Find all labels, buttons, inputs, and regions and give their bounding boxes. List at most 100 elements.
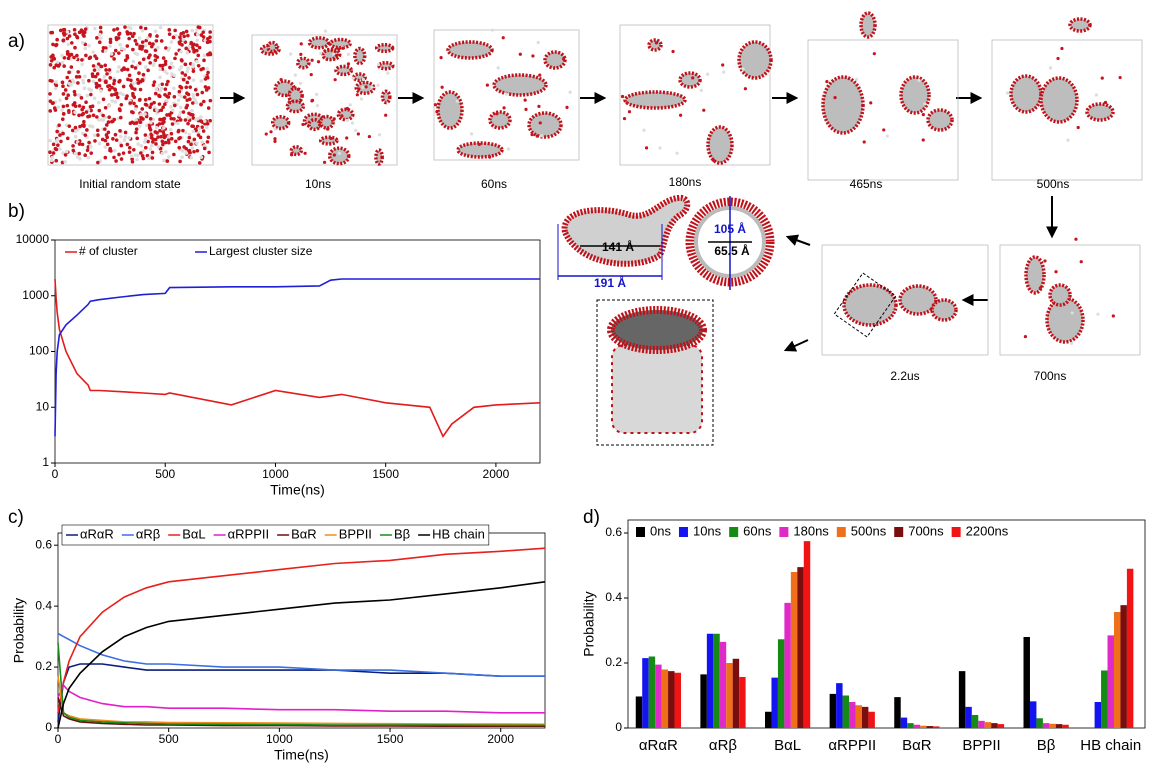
molecule bbox=[139, 25, 143, 30]
molecule bbox=[135, 63, 140, 68]
molecule bbox=[110, 99, 114, 103]
molecule bbox=[186, 33, 190, 38]
legend-label: αRPPII bbox=[228, 526, 269, 541]
legend-label: HB chain bbox=[432, 526, 485, 541]
molecule bbox=[376, 63, 381, 67]
molecule bbox=[167, 155, 171, 159]
molecule bbox=[345, 106, 349, 111]
legend-label: 700ns bbox=[908, 523, 944, 538]
molecule bbox=[67, 109, 71, 113]
molecule bbox=[322, 160, 327, 164]
molecule bbox=[186, 116, 190, 120]
x-tick-label: BPPII bbox=[962, 737, 1000, 754]
molecule bbox=[199, 115, 203, 119]
molecule bbox=[148, 147, 153, 151]
molecule bbox=[150, 156, 155, 160]
molecule bbox=[73, 32, 77, 37]
molecule bbox=[118, 115, 123, 120]
series-line bbox=[57, 547, 546, 713]
molecule bbox=[89, 151, 94, 155]
molecule bbox=[133, 38, 138, 43]
dimensions bbox=[557, 196, 752, 290]
molecule bbox=[169, 136, 174, 141]
molecule bbox=[346, 52, 350, 57]
molecule bbox=[56, 105, 61, 109]
molecule bbox=[1074, 237, 1078, 241]
molecule bbox=[825, 79, 829, 84]
molecule bbox=[502, 106, 506, 110]
molecule bbox=[76, 81, 80, 85]
molecule bbox=[153, 29, 158, 34]
molecule bbox=[504, 92, 508, 96]
molecule bbox=[97, 108, 102, 113]
molecule bbox=[82, 123, 86, 128]
series-line bbox=[57, 663, 545, 723]
molecule bbox=[287, 100, 291, 104]
molecule bbox=[329, 136, 333, 141]
legend-label: 180ns bbox=[793, 523, 829, 538]
molecule bbox=[364, 85, 368, 89]
molecule bbox=[166, 138, 171, 142]
molecule bbox=[150, 150, 155, 155]
legend-label: # of cluster bbox=[79, 244, 138, 258]
molecule bbox=[191, 124, 196, 129]
molecule bbox=[299, 52, 303, 56]
molecule bbox=[152, 80, 157, 84]
molecule bbox=[181, 128, 185, 133]
molecule bbox=[121, 84, 126, 89]
molecule bbox=[188, 97, 192, 102]
molecule bbox=[568, 90, 572, 94]
molecule bbox=[156, 144, 161, 149]
x-tick-label: 500 bbox=[159, 732, 179, 746]
molecule bbox=[134, 127, 139, 131]
molecule bbox=[345, 136, 349, 140]
molecule bbox=[76, 93, 81, 97]
molecule bbox=[315, 104, 320, 108]
y-tick-label: 1000 bbox=[22, 288, 49, 302]
cluster bbox=[706, 125, 734, 165]
molecule bbox=[183, 62, 188, 67]
molecule bbox=[104, 123, 109, 127]
molecule bbox=[191, 95, 196, 100]
molecule bbox=[77, 104, 82, 108]
molecule bbox=[205, 140, 210, 144]
molecule bbox=[359, 97, 364, 101]
molecule bbox=[348, 103, 352, 107]
molecule bbox=[55, 138, 60, 142]
molecule bbox=[289, 153, 294, 157]
molecule bbox=[108, 40, 113, 45]
molecule bbox=[433, 103, 438, 107]
molecule bbox=[186, 121, 190, 126]
molecule bbox=[183, 40, 188, 44]
molecule bbox=[114, 159, 118, 163]
molecule bbox=[351, 76, 355, 80]
molecule bbox=[95, 72, 100, 76]
molecule bbox=[199, 119, 203, 123]
caption: 180ns bbox=[669, 175, 702, 189]
x-tick-label: αRPPII bbox=[828, 737, 876, 754]
cluster bbox=[1068, 17, 1092, 33]
molecule bbox=[1094, 93, 1099, 97]
molecule bbox=[184, 29, 189, 34]
molecule bbox=[48, 78, 53, 83]
molecule bbox=[116, 36, 121, 40]
molecule bbox=[490, 28, 495, 32]
bar bbox=[765, 711, 772, 728]
cluster bbox=[543, 50, 567, 70]
molecule bbox=[163, 140, 168, 145]
molecule bbox=[147, 126, 152, 130]
cluster bbox=[289, 145, 304, 157]
molecule bbox=[144, 49, 149, 54]
molecule bbox=[200, 140, 204, 144]
molecule bbox=[80, 58, 84, 62]
legend-label: 500ns bbox=[851, 523, 887, 538]
molecule bbox=[87, 56, 92, 61]
molecule bbox=[642, 128, 646, 132]
molecule bbox=[177, 89, 182, 94]
bar bbox=[777, 639, 785, 728]
molecule bbox=[128, 101, 133, 105]
cluster bbox=[307, 118, 322, 132]
bar bbox=[1023, 637, 1030, 728]
molecule bbox=[184, 46, 188, 51]
molecule bbox=[49, 158, 54, 163]
